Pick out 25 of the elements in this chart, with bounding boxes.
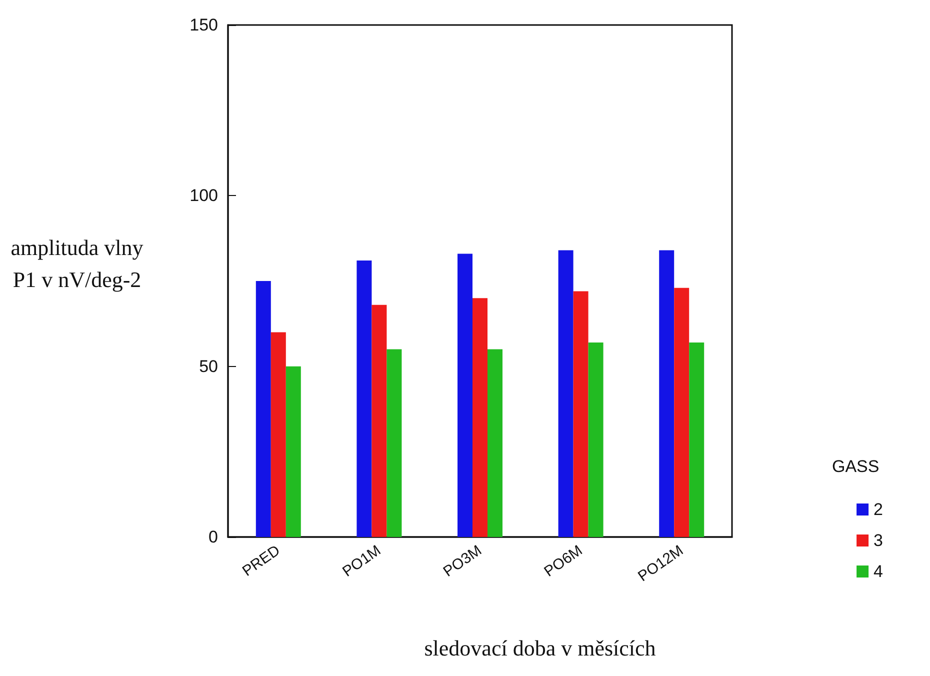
bar	[386, 349, 402, 537]
bar	[573, 291, 588, 537]
bar	[458, 254, 472, 537]
bar	[488, 349, 502, 537]
bar	[674, 288, 690, 537]
y-tick-label: 0	[208, 528, 218, 546]
bar	[659, 250, 674, 537]
bar	[558, 250, 574, 537]
legend-title: GASS	[832, 457, 880, 477]
bar	[286, 366, 301, 537]
x-axis-title: sledovací doba v měsících	[424, 636, 656, 660]
y-axis-title: amplituda vlny P1 v nV/deg-2	[10, 234, 144, 294]
bar	[270, 332, 286, 537]
bar	[689, 342, 704, 537]
y-tick-label: 100	[190, 186, 218, 206]
legend-label: 4	[874, 562, 884, 581]
bar	[588, 342, 604, 537]
bar	[256, 281, 271, 537]
bar	[372, 304, 387, 537]
y-tick-label: 150	[190, 16, 218, 34]
y-tick-label: 50	[199, 356, 218, 376]
bar	[472, 298, 488, 537]
legend-label: 3	[874, 531, 884, 550]
bar	[356, 260, 372, 537]
legend-label: 2	[874, 500, 884, 519]
